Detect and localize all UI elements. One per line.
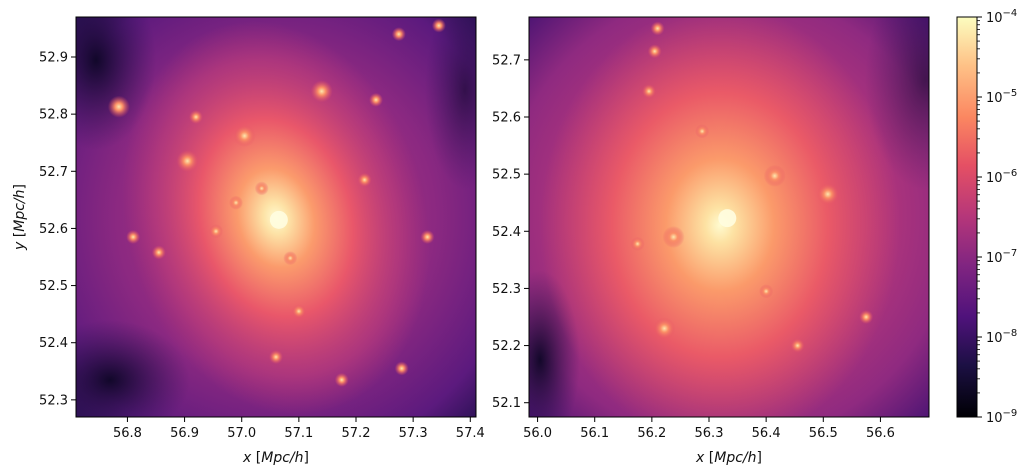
left-subhalo (209, 224, 223, 239)
left-subhalo (369, 92, 383, 107)
left-y-tick-label: 52.3 (39, 393, 68, 408)
left-halo-core (269, 210, 288, 229)
left-x-tick-label: 57.2 (342, 426, 371, 441)
right-subhalo (642, 84, 656, 99)
left-subhalo (229, 195, 243, 210)
left-subhalo (176, 150, 199, 172)
right-plot-frame (528, 16, 930, 418)
right-y-tick-label: 52.1 (492, 396, 521, 411)
colorbar-tick-label: 10−4 (986, 8, 1017, 26)
right-x-tick-label: 56.5 (809, 426, 838, 441)
right-y-tick-label: 52.4 (492, 225, 521, 240)
left-subhalo (151, 245, 166, 260)
left-x-tick-label: 57.1 (284, 426, 313, 441)
left-y-tick-label: 52.7 (39, 165, 68, 180)
right-x-tick-label: 56.6 (866, 426, 895, 441)
left-subhalo (126, 230, 141, 244)
right-x-tick-label: 56.2 (637, 426, 666, 441)
right-subhalo (650, 21, 665, 36)
left-y-axis-label: y [Mpc/h] (12, 184, 28, 251)
right-subhalo (662, 226, 685, 248)
right-subhalo (859, 310, 874, 324)
left-subhalo (254, 181, 269, 196)
left-subhalo (310, 80, 333, 103)
left-subhalo (391, 27, 406, 42)
left-axes: 56.8 56.9 57.0 57.1 57.2 57.3 57.4 52.3 52.4 52.5… (39, 51, 485, 442)
colorbar-tick-label: 10−8 (986, 328, 1017, 346)
left-x-tick-label: 57.4 (456, 426, 485, 441)
right-x-axis-label: x [Mpc/h] (695, 450, 762, 466)
left-subhalo (189, 110, 203, 124)
left-subhalo (107, 95, 130, 118)
colorbar-tick-label: 10−6 (986, 168, 1017, 186)
right-density-map (529, 17, 929, 417)
right-x-tick-label: 56.4 (752, 426, 781, 441)
left-y-tick-label: 52.4 (39, 336, 68, 351)
left-subhalo (283, 251, 298, 266)
right-subhalo (759, 284, 774, 299)
right-y-tick-label: 52.6 (492, 111, 521, 126)
left-plot-frame (75, 16, 477, 418)
right-y-tick-label: 52.5 (492, 168, 521, 183)
right-subhalo (816, 183, 839, 206)
left-x-tick-label: 57.0 (227, 426, 256, 441)
right-x-tick-label: 56.0 (523, 426, 552, 441)
left-y-tick-label: 52.5 (39, 279, 68, 294)
right-y-tick-label: 52.2 (492, 339, 521, 354)
left-subhalo (431, 18, 446, 33)
right-x-tick-label: 56.3 (695, 426, 724, 441)
right-y-tick-label: 52.3 (492, 282, 521, 297)
left-subhalo (394, 361, 409, 376)
right-halo-core (718, 209, 737, 228)
left-subhalo (420, 230, 435, 244)
right-subhalo (695, 124, 710, 139)
left-x-axis-label: x [Mpc/h] (242, 450, 309, 466)
left-y-tick-label: 52.8 (39, 108, 68, 123)
colorbar: 10−9 10−8 10−7 10−6 10−5 10−4 (956, 8, 1017, 426)
left-subhalo (269, 350, 283, 364)
left-y-tick-label: 52.9 (39, 51, 68, 66)
right-subhalo (630, 236, 645, 251)
right-axes: 56.0 56.1 56.2 56.3 56.4 56.5 56.6 52.1 52.2 52.3… (492, 53, 895, 441)
left-x-tick-label: 57.3 (399, 426, 428, 441)
left-density-map (76, 17, 476, 417)
left-y-tick-label: 52.6 (39, 222, 68, 237)
colorbar-gradient (956, 16, 978, 418)
left-subhalo (233, 124, 256, 147)
colorbar-tick-label: 10−5 (986, 88, 1017, 106)
right-subhalo (647, 44, 662, 59)
colorbar-tick-label: 10−9 (986, 408, 1017, 426)
left-subhalo (357, 172, 372, 187)
left-x-tick-label: 56.8 (113, 426, 142, 441)
colorbar-tick-label: 10−7 (986, 248, 1017, 266)
left-x-tick-label: 56.9 (170, 426, 199, 441)
left-subhalo (291, 304, 306, 319)
right-subhalo (790, 338, 805, 353)
right-x-tick-label: 56.1 (580, 426, 609, 441)
left-subhalo (334, 372, 349, 387)
right-subhalo (653, 317, 676, 340)
right-subhalo (763, 164, 786, 187)
right-y-tick-label: 52.7 (492, 53, 521, 68)
